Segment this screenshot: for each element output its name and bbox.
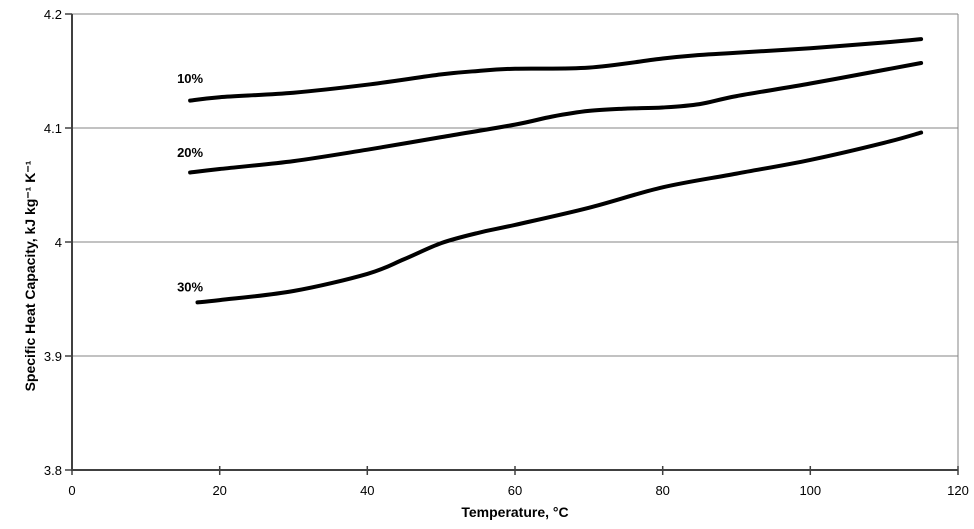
- series-label-20pct: 20%: [177, 145, 203, 160]
- y-tick-label: 4: [55, 235, 62, 250]
- x-tick-label: 0: [68, 483, 75, 498]
- series-line-10pct: [188, 37, 924, 103]
- x-tick-label: 60: [508, 483, 522, 498]
- series-label-10pct: 10%: [177, 71, 203, 86]
- x-tick-label: 100: [799, 483, 821, 498]
- x-tick-label: 20: [212, 483, 226, 498]
- y-tick-label: 3.8: [44, 463, 62, 478]
- series-label-30pct: 30%: [177, 280, 203, 295]
- series-line-20pct: [188, 61, 924, 175]
- x-tick-label: 40: [360, 483, 374, 498]
- x-tick-label: 80: [655, 483, 669, 498]
- y-tick-label: 4.2: [44, 7, 62, 22]
- y-axis-title: Specific Heat Capacity, kJ kg⁻¹ K⁻¹: [22, 160, 38, 392]
- x-tick-label: 120: [947, 483, 969, 498]
- x-axis-title: Temperature, °C: [461, 504, 569, 520]
- series-line-30pct: [195, 130, 924, 305]
- y-tick-label: 3.9: [44, 349, 62, 364]
- y-tick-label: 4.1: [44, 121, 62, 136]
